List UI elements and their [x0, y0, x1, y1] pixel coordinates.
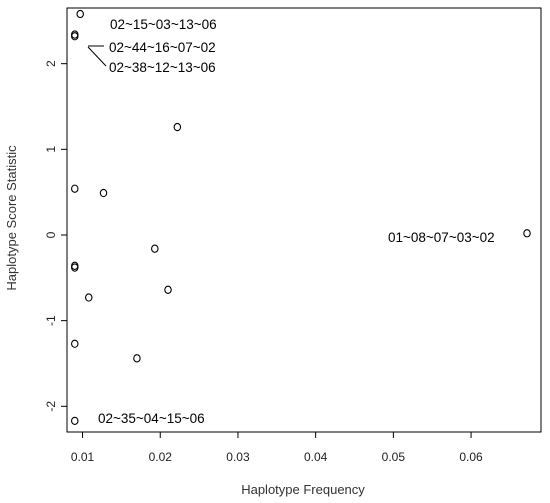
point-label: 02~38~12~13~06 — [109, 60, 216, 75]
data-point — [71, 261, 79, 270]
y-tick-label: 0 — [44, 231, 58, 238]
y-tick-label: 2 — [44, 60, 58, 67]
data-point — [71, 339, 79, 348]
point-label: 02~15~03~13~06 — [110, 17, 217, 32]
y-tick-label: 1 — [44, 146, 58, 153]
data-point — [523, 229, 531, 238]
data-point — [71, 184, 79, 193]
x-tick-label: 0.03 — [226, 450, 250, 464]
point-label: 02~35~04~15~06 — [98, 411, 205, 426]
x-tick-label: 0.01 — [71, 450, 95, 464]
plot-frame — [66, 7, 542, 433]
data-point — [99, 188, 108, 198]
leader-line — [87, 46, 107, 67]
y-tick-label: -1 — [44, 315, 58, 326]
data-point — [71, 32, 79, 41]
data-point — [151, 244, 159, 253]
x-tick-label: 0.02 — [149, 450, 173, 464]
data-points — [71, 9, 531, 426]
data-point — [71, 30, 79, 39]
y-axis-title: Haplotype Score Statistic — [4, 145, 19, 291]
x-axis-title: Haplotype Frequency — [241, 482, 365, 497]
data-point — [133, 354, 141, 363]
data-point — [173, 122, 182, 132]
point-label: 02~44~16~07~02 — [109, 40, 216, 55]
x-tick-label: 0.06 — [459, 450, 483, 464]
y-axis: -2 -1 0 1 2 — [44, 60, 67, 412]
data-point — [71, 416, 79, 426]
data-point — [76, 9, 84, 19]
point-annotations: 02~15~03~13~06 02~44~16~07~02 02~38~12~1… — [98, 17, 495, 426]
x-tick-label: 0.04 — [304, 450, 328, 464]
y-tick-label: -2 — [44, 401, 58, 412]
x-tick-label: 0.05 — [382, 450, 406, 464]
data-point — [164, 285, 172, 294]
annotation-leader-lines — [87, 45, 107, 67]
point-label: 01~08~07~03~02 — [388, 230, 495, 245]
data-point — [85, 293, 93, 302]
x-axis: 0.01 0.02 0.03 0.04 0.05 0.06 — [71, 432, 483, 464]
data-point — [71, 263, 79, 272]
